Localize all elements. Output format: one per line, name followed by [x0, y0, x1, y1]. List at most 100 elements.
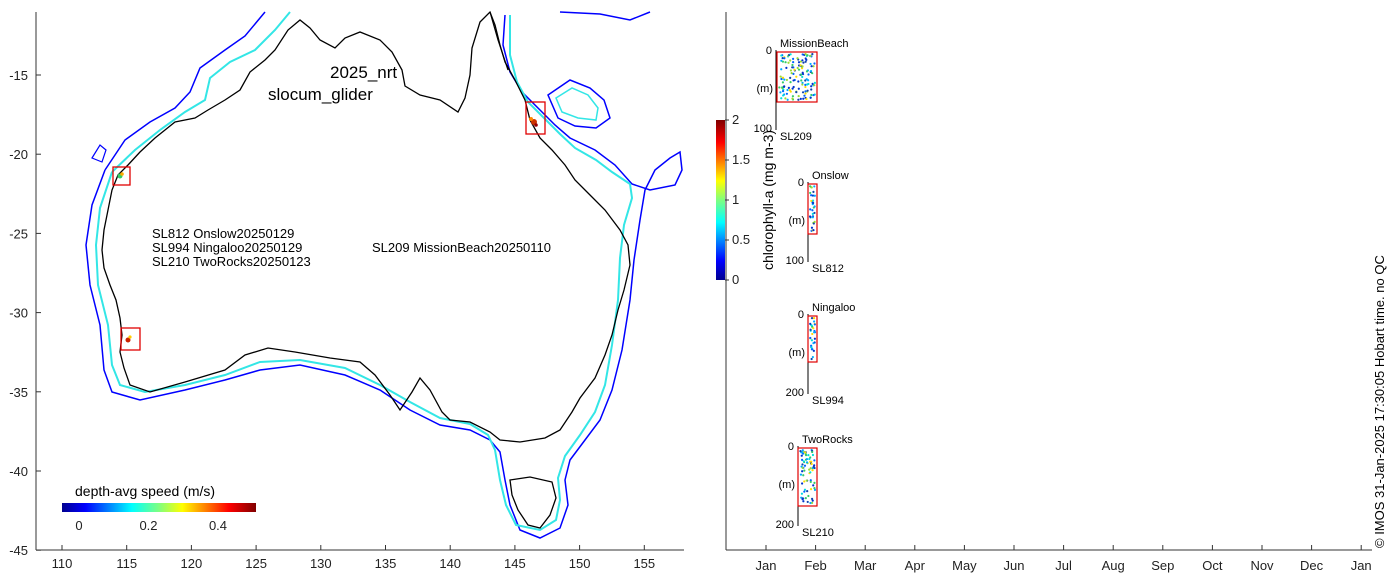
lat-tick-label: -35 [9, 385, 28, 400]
sample-point [813, 481, 816, 484]
sample-point [810, 194, 813, 197]
sample-point [809, 488, 813, 491]
depth-panel-glider-label: SL994 [812, 395, 844, 407]
sample-point [810, 88, 813, 91]
deployment-label-onslow: SL812 Onslow20250129 [152, 226, 294, 241]
sample-point [801, 451, 804, 454]
depth-top-label: 0 [798, 177, 804, 189]
chl-colorbar-ticks: 0 0.5 1 1.5 2 [725, 112, 750, 287]
isobath-deep-gulf [559, 11, 651, 21]
deployment-box-tworocks[interactable] [120, 327, 141, 351]
sample-point [800, 79, 803, 82]
sample-point [813, 84, 816, 87]
sample-point [800, 458, 804, 461]
depth-panel-glider-label: SL210 [802, 527, 834, 539]
sample-point [795, 91, 798, 94]
sample-point [796, 57, 799, 60]
depth-panel-missionbeach: MissionBeach 0 (m) 100 SL209 [754, 38, 849, 143]
sample-point [805, 479, 808, 482]
sample-point [781, 60, 785, 63]
sample-point [791, 66, 794, 69]
sample-point [801, 470, 804, 473]
lat-tick-label: -20 [9, 147, 28, 162]
sample-point [791, 87, 794, 90]
sample-point [793, 68, 796, 71]
sample-point [810, 348, 814, 351]
sample-point [810, 357, 813, 361]
sample-point [813, 205, 816, 208]
lon-tick-label: 155 [633, 556, 655, 571]
sample-point [811, 212, 814, 216]
sample-point [811, 468, 814, 472]
sample-point [806, 490, 809, 493]
sample-point [801, 59, 804, 62]
sample-point [809, 54, 812, 57]
sample-point [791, 57, 795, 60]
sample-point [797, 80, 800, 83]
depth-unit-label: (m) [757, 83, 774, 95]
coastline-tasmania [509, 476, 557, 529]
sample-point [811, 332, 814, 336]
sample-point [804, 60, 807, 63]
sample-point [808, 468, 811, 471]
chl-colorbar-label: chlorophyll-a (mg m-3) [760, 130, 776, 270]
depth-panel-site-label: MissionBeach [780, 38, 848, 50]
sample-point [809, 62, 812, 66]
depth-panel-ningaloo: Ningaloo 0 (m) 200 SL994 [786, 302, 856, 407]
sample-point [803, 490, 806, 493]
lat-tick-group: -15 -20 -25 -30 -35 -40 -45 [9, 68, 41, 558]
sample-point [813, 488, 817, 492]
depth-panel-box [776, 51, 818, 103]
month-tick-label: May [952, 558, 977, 573]
sample-point [801, 498, 804, 501]
depth-bottom-label: 200 [776, 519, 794, 531]
island-blue-1 [91, 144, 107, 163]
sample-point [805, 461, 809, 464]
sample-point [811, 199, 815, 202]
sample-point [806, 89, 809, 92]
sample-point [807, 73, 810, 76]
lon-tick-label: 130 [310, 556, 332, 571]
lat-tick-label: -15 [9, 68, 28, 83]
sample-point [797, 94, 800, 98]
sample-point [786, 88, 789, 92]
sample-point [812, 349, 815, 352]
deployment-box-missionbeach[interactable] [525, 101, 546, 135]
sample-point [807, 454, 810, 457]
speed-tick-label: 0.4 [209, 518, 227, 533]
sample-point [791, 95, 795, 98]
map-panel: 110 115 120 125 130 135 140 145 150 155 -15 -20 -25… [9, 10, 684, 571]
month-tick-label: Aug [1102, 558, 1125, 573]
sample-point [799, 60, 803, 63]
deployment-box-onslow[interactable] [112, 166, 131, 186]
sample-point [787, 86, 790, 89]
sample-point [810, 346, 813, 349]
sample-point [791, 97, 794, 100]
sample-point [810, 85, 813, 88]
sample-point [785, 92, 788, 95]
lat-tick-label: -45 [9, 543, 28, 558]
month-tick-label: Apr [905, 558, 926, 573]
sample-point [811, 499, 814, 502]
sample-point [781, 76, 785, 79]
sample-point [809, 336, 812, 340]
sample-point [780, 54, 783, 57]
sample-point [800, 454, 803, 457]
depth-top-label: 0 [788, 441, 794, 453]
month-tick-label: Mar [854, 558, 877, 573]
sample-point [811, 453, 815, 457]
sample-point [800, 73, 803, 76]
depth-panels: MissionBeach 0 (m) 100 SL209 Onslow 0 (m) 100 SL8… [754, 38, 856, 539]
sample-point [804, 92, 807, 95]
sample-point [806, 500, 809, 504]
sample-point [810, 65, 813, 68]
sample-point [781, 81, 785, 84]
sample-point [813, 62, 816, 65]
month-tick-label: Nov [1250, 558, 1274, 573]
sample-point [802, 61, 805, 64]
sample-point [812, 317, 816, 320]
sample-point [805, 457, 809, 461]
coastline-mainland [101, 10, 631, 443]
lon-tick-label: 120 [181, 556, 203, 571]
month-tick-label: Feb [804, 558, 826, 573]
